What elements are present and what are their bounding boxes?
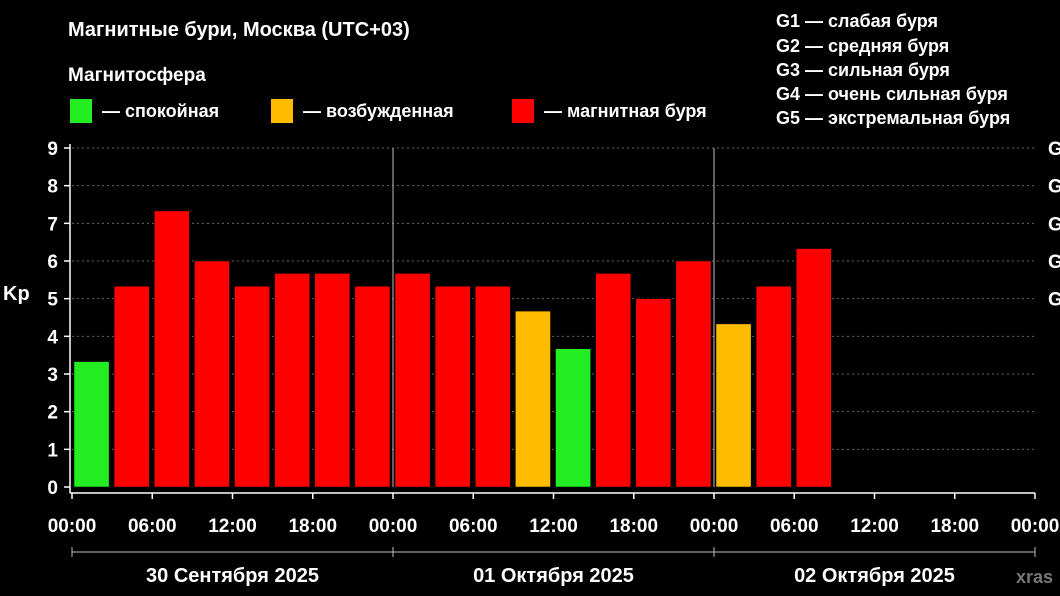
legend-label-storm: — магнитная буря xyxy=(544,101,707,121)
y-tick-label: 8 xyxy=(47,177,58,198)
kp-bar xyxy=(234,285,270,488)
kp-bar xyxy=(595,273,631,488)
x-tick-label: 06:00 xyxy=(770,516,819,537)
kp-bar xyxy=(73,361,110,488)
kp-bar xyxy=(434,285,471,488)
kp-bar xyxy=(475,285,511,488)
y-tick-label: 9 xyxy=(47,139,58,160)
day-label: 30 Сентября 2025 xyxy=(146,565,319,587)
x-tick-label: 18:00 xyxy=(930,516,979,537)
kp-bar xyxy=(274,273,310,488)
kp-bar xyxy=(194,260,230,488)
right-axis-label: G1 xyxy=(1048,290,1060,311)
kp-bar xyxy=(755,285,792,488)
kp-bar xyxy=(394,273,431,488)
kp-bar xyxy=(515,310,551,488)
right-axis-label: G2 xyxy=(1048,252,1060,273)
kp-bar xyxy=(354,285,391,488)
x-tick-label: 00:00 xyxy=(48,516,97,537)
plot-area: 0 1 2 3 4 5 6 7 8 9 G1 G2 G3 G4 G5 00:00 06:00 12:00 18:00… xyxy=(47,139,1060,587)
storm-scale-g3: G3 — сильная буря xyxy=(776,60,950,80)
x-tick-label: 00:00 xyxy=(690,516,739,537)
x-tick-label: 12:00 xyxy=(850,516,899,537)
kp-bar xyxy=(154,210,190,488)
kp-bar xyxy=(113,285,150,488)
x-tick-label: 12:00 xyxy=(529,516,578,537)
x-tick-label: 06:00 xyxy=(128,516,177,537)
x-tick-label: 00:00 xyxy=(369,516,418,537)
kp-bar xyxy=(675,260,712,488)
kp-bar xyxy=(555,348,591,488)
storm-scale-g4: G4 — очень сильная буря xyxy=(776,84,1008,104)
right-axis-label: G3 xyxy=(1048,214,1060,235)
legend-label-active: — возбужденная xyxy=(303,101,454,121)
x-tick-label: 18:00 xyxy=(288,516,337,537)
x-tick-label: 12:00 xyxy=(208,516,257,537)
y-tick-label: 5 xyxy=(47,290,58,311)
storm-scale-g2: G2 — средняя буря xyxy=(776,36,949,56)
kp-bar xyxy=(635,298,672,488)
y-tick-label: 2 xyxy=(47,403,58,424)
y-tick-label: 4 xyxy=(47,327,58,348)
right-axis-label: G5 xyxy=(1048,139,1060,160)
x-tick-label: 00:00 xyxy=(1011,516,1060,537)
day-label: 02 Октября 2025 xyxy=(794,565,955,587)
x-tick-label: 18:00 xyxy=(609,516,658,537)
legend-swatch-active xyxy=(271,99,293,123)
y-axis-label: Kp xyxy=(3,283,30,305)
kp-bar xyxy=(796,248,832,488)
legend-swatch-storm xyxy=(512,99,534,123)
y-tick-label: 1 xyxy=(47,440,58,461)
x-tick-label: 06:00 xyxy=(449,516,498,537)
y-tick-label: 3 xyxy=(47,365,58,386)
kp-bar xyxy=(314,273,351,488)
y-tick-label: 0 xyxy=(47,478,58,499)
storm-scale-g5: G5 — экстремальная буря xyxy=(776,108,1010,128)
y-tick-label: 6 xyxy=(47,252,58,273)
y-tick-label: 7 xyxy=(47,214,58,235)
storm-scale-legend: G1 — слабая буря G2 — средняя буря G3 — … xyxy=(776,11,1010,128)
storm-scale-g1: G1 — слабая буря xyxy=(776,11,938,31)
legend-label-quiet: — спокойная xyxy=(102,101,219,121)
chart-title: Магнитные бури, Москва (UTC+03) xyxy=(68,19,410,41)
legend-title: Магнитосфера xyxy=(68,65,206,86)
right-axis-label: G4 xyxy=(1048,177,1060,198)
legend: — спокойная — возбужденная — магнитная б… xyxy=(70,99,707,123)
kp-bar xyxy=(715,323,752,488)
day-label: 01 Октября 2025 xyxy=(473,565,634,587)
watermark: xras xyxy=(1016,567,1053,587)
legend-swatch-quiet xyxy=(70,99,92,123)
